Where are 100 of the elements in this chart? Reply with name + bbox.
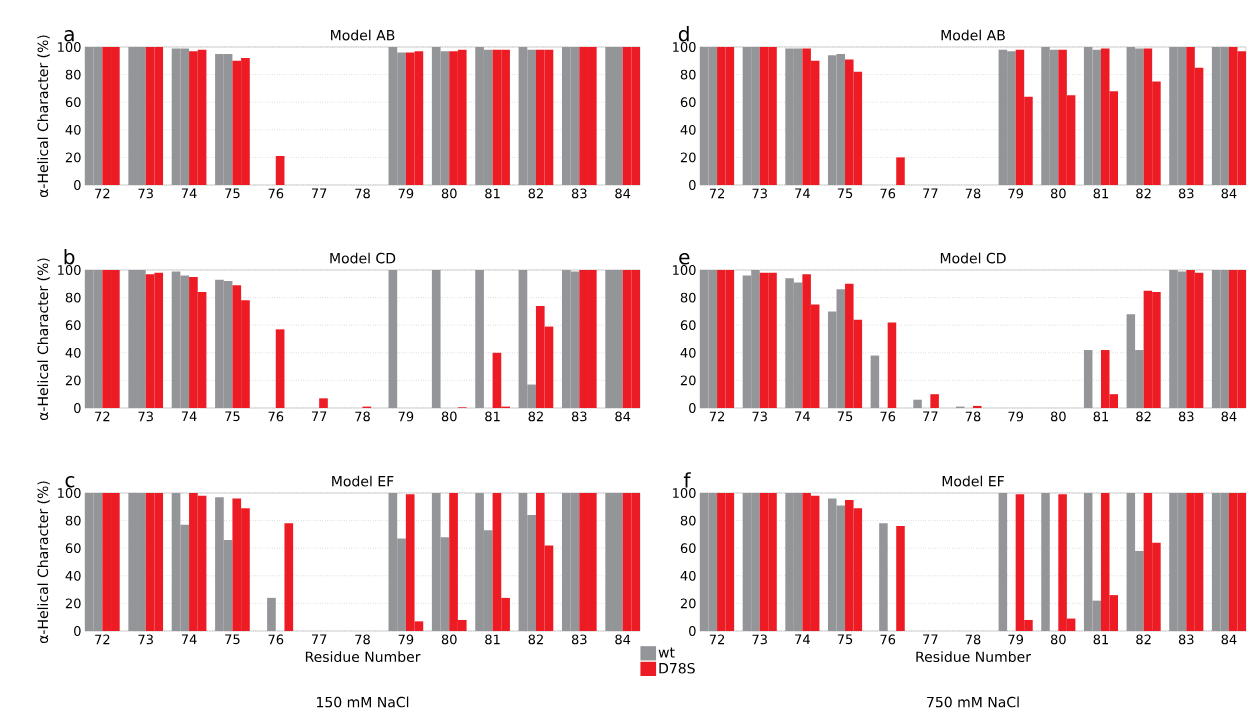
y-tick-label: 100	[58, 42, 81, 52]
x-tick-label: 80	[1050, 411, 1066, 422]
x-tick-label: 83	[1178, 634, 1194, 645]
x-tick-label: 83	[1178, 411, 1194, 422]
x-tick-label: 80	[441, 634, 457, 645]
y-tick-label: 100	[673, 42, 696, 52]
x-tick-label: 80	[1050, 634, 1066, 645]
x-tick-label: 77	[311, 188, 327, 198]
bar	[275, 329, 285, 408]
y-tick-label: 40	[680, 347, 696, 358]
y-tick-label: 80	[680, 515, 696, 526]
y-tick-label: 60	[65, 320, 81, 331]
text: e	[679, 252, 690, 265]
text: b	[64, 248, 75, 265]
x-tick-label: 77	[923, 411, 938, 421]
x-tick-label: 77	[311, 411, 327, 421]
x-axis-title: Residue Number	[305, 651, 421, 663]
x-tick-label: 75	[225, 634, 240, 645]
x-tick-label: 83	[571, 411, 587, 422]
y-tick-label: 60	[680, 543, 696, 554]
chart-title: Model EF	[942, 475, 1004, 487]
x-tick-label: 79	[1008, 411, 1024, 422]
bar	[275, 156, 285, 185]
x-tick-label: 80	[441, 411, 457, 422]
chart-title: Model EF	[332, 475, 394, 487]
y-tick-label: 40	[680, 124, 696, 135]
x-tick-label: 84	[1221, 634, 1237, 645]
bar	[896, 526, 905, 631]
bar	[887, 322, 897, 408]
x-tick-label: 83	[1178, 188, 1194, 199]
x-tick-label: 74	[795, 188, 810, 198]
y-tick-label: 100	[58, 265, 81, 275]
x-tick-label: 84	[615, 634, 631, 645]
x-tick-label: 78	[965, 634, 981, 645]
y-tick-label: 100	[673, 265, 696, 275]
y-tick-label: 80	[65, 292, 81, 303]
x-tick-label: 72	[709, 188, 725, 199]
y-tick-label: 80	[680, 292, 696, 303]
x-tick-label: 76	[880, 634, 896, 645]
x-tick-label: 73	[752, 188, 767, 199]
y-tick-label: 0	[74, 180, 81, 190]
x-tick-label: 78	[355, 634, 370, 645]
x-tick-label: 83	[571, 188, 587, 199]
text: c	[65, 475, 75, 488]
chart-title: Model AB	[941, 29, 1005, 41]
x-tick-label: 80	[1050, 188, 1066, 199]
x-tick-label: 81	[1093, 188, 1109, 199]
y-axis-title: α-Helical Character (%)	[37, 258, 50, 421]
y-tick-label: 0	[689, 180, 696, 190]
x-tick-label: 75	[225, 188, 240, 199]
x-tick-label: 78	[965, 411, 981, 422]
x-tick-label: 78	[965, 188, 981, 199]
chart-title: Model CD	[330, 252, 396, 264]
x-tick-label: 82	[1136, 634, 1151, 645]
x-tick-label: 72	[95, 634, 110, 645]
y-tick-label: 60	[65, 543, 81, 554]
x-tick-label: 84	[615, 411, 631, 422]
x-tick-label: 75	[225, 411, 240, 422]
y-tick-label: 0	[74, 626, 81, 636]
y-tick-label: 40	[65, 124, 81, 135]
x-tick-label: 77	[923, 188, 938, 198]
x-tick-label: 80	[441, 188, 457, 199]
y-tick-label: 0	[689, 403, 696, 413]
x-tick-label: 81	[1093, 411, 1109, 422]
x-tick-label: 76	[268, 634, 284, 645]
x-tick-label: 84	[1221, 411, 1237, 422]
y-tick-label: 20	[680, 598, 696, 609]
x-tick-label: 81	[1093, 634, 1109, 645]
x-tick-label: 79	[1008, 634, 1024, 645]
y-tick-label: 100	[673, 488, 696, 498]
x-tick-label: 79	[398, 411, 414, 422]
x-tick-label: 77	[923, 634, 938, 644]
x-tick-label: 82	[1136, 411, 1151, 422]
y-tick-label: 20	[65, 598, 81, 609]
legend-label: wt	[658, 647, 675, 658]
x-tick-label: 76	[268, 411, 284, 422]
x-tick-label: 75	[837, 411, 853, 422]
x-tick-label: 73	[752, 411, 767, 422]
x-tick-label: 73	[752, 634, 767, 645]
text: f	[683, 472, 691, 488]
x-tick-label: 81	[485, 411, 500, 422]
x-tick-label: 73	[138, 411, 153, 422]
y-tick-label: 100	[58, 488, 81, 498]
y-tick-label: 40	[65, 570, 81, 581]
x-tick-label: 74	[181, 411, 197, 421]
x-tick-label: 81	[485, 634, 500, 645]
y-tick-label: 80	[65, 515, 81, 526]
x-tick-label: 78	[355, 188, 370, 199]
x-tick-label: 79	[398, 188, 414, 199]
text: d	[678, 25, 689, 42]
x-tick-label: 75	[837, 188, 853, 199]
x-tick-label: 74	[795, 411, 810, 421]
x-tick-label: 72	[95, 411, 110, 422]
x-tick-label: 74	[795, 634, 810, 644]
x-tick-label: 82	[528, 634, 543, 645]
x-tick-label: 82	[528, 411, 543, 422]
x-tick-label: 76	[880, 188, 896, 199]
x-tick-label: 76	[268, 188, 284, 199]
text: 750 mM NaCl	[927, 696, 1019, 708]
bar	[319, 398, 328, 408]
